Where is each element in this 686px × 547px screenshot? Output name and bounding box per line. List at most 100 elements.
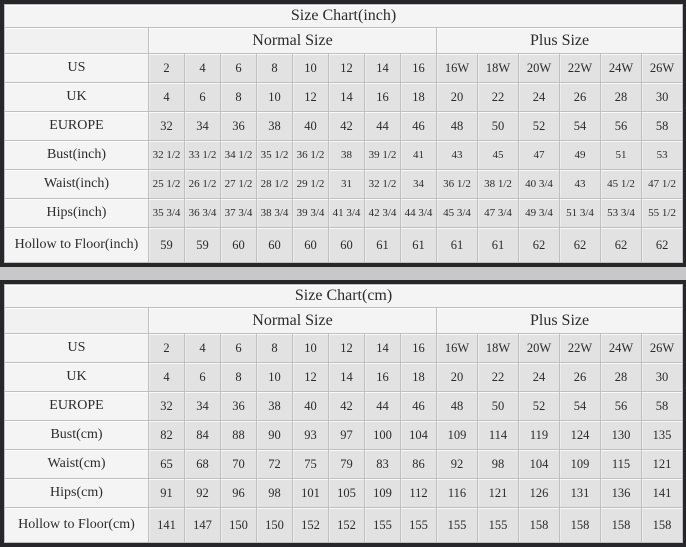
size-value-cell: 6	[220, 53, 257, 83]
size-value-cell: 32 1/2	[364, 169, 401, 199]
size-value-cell: 105	[328, 478, 365, 508]
size-value-cell: 79	[328, 449, 365, 479]
size-value-cell: 26W	[640, 53, 684, 83]
size-value-cell: 42 3/4	[364, 198, 401, 228]
size-value-cell: 152	[328, 507, 365, 543]
table-row: Hollow to Floor(cm) 141 147 150 150 152 152 155…	[4, 507, 684, 543]
size-value-cell: 38	[256, 391, 293, 421]
size-value-cell: 158	[559, 507, 601, 543]
size-value-cell: 34	[184, 391, 221, 421]
row-label: Hollow to Floor(cm)	[4, 507, 149, 543]
size-value-cell: 101	[292, 478, 329, 508]
row-label: Bust(cm)	[4, 420, 149, 450]
size-value-cell: 10	[256, 362, 293, 392]
size-value-cell: 131	[559, 478, 601, 508]
size-value-cell: 20	[436, 362, 478, 392]
size-value-cell: 121	[477, 478, 519, 508]
size-value-cell: 60	[292, 227, 329, 263]
row-label: Waist(cm)	[4, 449, 149, 479]
size-value-cell: 30	[640, 82, 684, 112]
size-value-cell: 38	[256, 111, 293, 141]
size-value-cell: 38 3/4	[256, 198, 293, 228]
size-value-cell: 56	[600, 111, 642, 141]
size-value-cell: 54	[559, 391, 601, 421]
corner-cell	[4, 307, 149, 334]
size-value-cell: 50	[477, 111, 519, 141]
table-row: Hollow to Floor(inch) 59 59 60 60 60 60 61 61 61 6…	[4, 227, 684, 263]
size-value-cell: 20	[436, 82, 478, 112]
size-value-cell: 16	[364, 362, 401, 392]
size-value-cell: 34 1/2	[220, 140, 257, 170]
size-value-cell: 14	[328, 82, 365, 112]
size-value-cell: 155	[436, 507, 478, 543]
size-value-cell: 6	[184, 82, 221, 112]
size-value-cell: 93	[292, 420, 329, 450]
table-title: Size Chart(inch)	[3, 4, 684, 28]
size-value-cell: 158	[518, 507, 560, 543]
size-value-cell: 39 1/2	[364, 140, 401, 170]
size-value-cell: 28	[600, 82, 642, 112]
size-value-cell: 48	[436, 111, 478, 141]
row-label: Hips(inch)	[4, 198, 149, 228]
size-value-cell: 26	[559, 362, 601, 392]
size-value-cell: 51 3/4	[559, 198, 601, 228]
size-value-cell: 96	[220, 478, 257, 508]
size-value-cell: 152	[292, 507, 329, 543]
size-value-cell: 61	[477, 227, 519, 263]
size-value-cell: 70	[220, 449, 257, 479]
size-chart-cm: Size Chart(cm) Normal Size Plus Size US 2 4 6 8…	[0, 280, 686, 547]
size-value-cell: 61	[364, 227, 401, 263]
size-value-cell: 2	[148, 333, 185, 363]
row-label: US	[4, 53, 149, 83]
table-row: Hips(cm) 91 92 96 98 101 105 109 112 116 121 126 131…	[4, 478, 684, 508]
size-value-cell: 141	[148, 507, 185, 543]
size-value-cell: 98	[256, 478, 293, 508]
table-title: Size Chart(cm)	[3, 284, 684, 308]
size-value-cell: 36 1/2	[292, 140, 329, 170]
size-value-cell: 18	[400, 362, 437, 392]
size-value-cell: 48	[436, 391, 478, 421]
size-value-cell: 4	[148, 362, 185, 392]
size-value-cell: 90	[256, 420, 293, 450]
size-value-cell: 34	[400, 169, 437, 199]
row-label: EUROPE	[4, 111, 149, 141]
size-value-cell: 12	[328, 333, 365, 363]
size-value-cell: 4	[184, 333, 221, 363]
size-value-cell: 32	[148, 391, 185, 421]
size-value-cell: 60	[220, 227, 257, 263]
size-value-cell: 53 3/4	[600, 198, 642, 228]
size-value-cell: 14	[364, 333, 401, 363]
size-value-cell: 43	[436, 140, 478, 170]
size-value-cell: 16W	[436, 333, 478, 363]
size-value-cell: 18W	[477, 53, 519, 83]
size-value-cell: 34	[184, 111, 221, 141]
size-value-cell: 32	[148, 111, 185, 141]
size-value-cell: 35 1/2	[256, 140, 293, 170]
size-value-cell: 24W	[600, 53, 642, 83]
size-value-cell: 109	[436, 420, 478, 450]
size-value-cell: 58	[640, 111, 684, 141]
size-value-cell: 91	[148, 478, 185, 508]
size-value-cell: 100	[364, 420, 401, 450]
size-value-cell: 141	[640, 478, 684, 508]
table-row: Bust(inch) 32 1/2 33 1/2 34 1/2 35 1/2 36 1/2…	[4, 140, 684, 170]
size-value-cell: 45 3/4	[436, 198, 478, 228]
size-value-cell: 150	[220, 507, 257, 543]
size-value-cell: 135	[640, 420, 684, 450]
size-value-cell: 2	[148, 53, 185, 83]
size-value-cell: 24	[518, 82, 560, 112]
size-value-cell: 6	[184, 362, 221, 392]
size-value-cell: 126	[518, 478, 560, 508]
size-value-cell: 20W	[518, 53, 560, 83]
table-row: US 2 4 6 8 10 12 14 16 16W 18W 20W 22W 24W 26W	[4, 333, 684, 363]
size-value-cell: 158	[600, 507, 642, 543]
table-row: US 2 4 6 8 10 12 14 16 16W 18W 20W 22W 24W 26W	[4, 53, 684, 83]
size-value-cell: 4	[148, 82, 185, 112]
size-value-cell: 121	[640, 449, 684, 479]
size-value-cell: 55 1/2	[640, 198, 684, 228]
size-value-cell: 44	[364, 391, 401, 421]
table-row: UK 4 6 8 10 12 14 16 18 20 22 24 26 28 30	[4, 82, 684, 112]
size-value-cell: 37 3/4	[220, 198, 257, 228]
size-value-cell: 97	[328, 420, 365, 450]
size-value-cell: 155	[364, 507, 401, 543]
